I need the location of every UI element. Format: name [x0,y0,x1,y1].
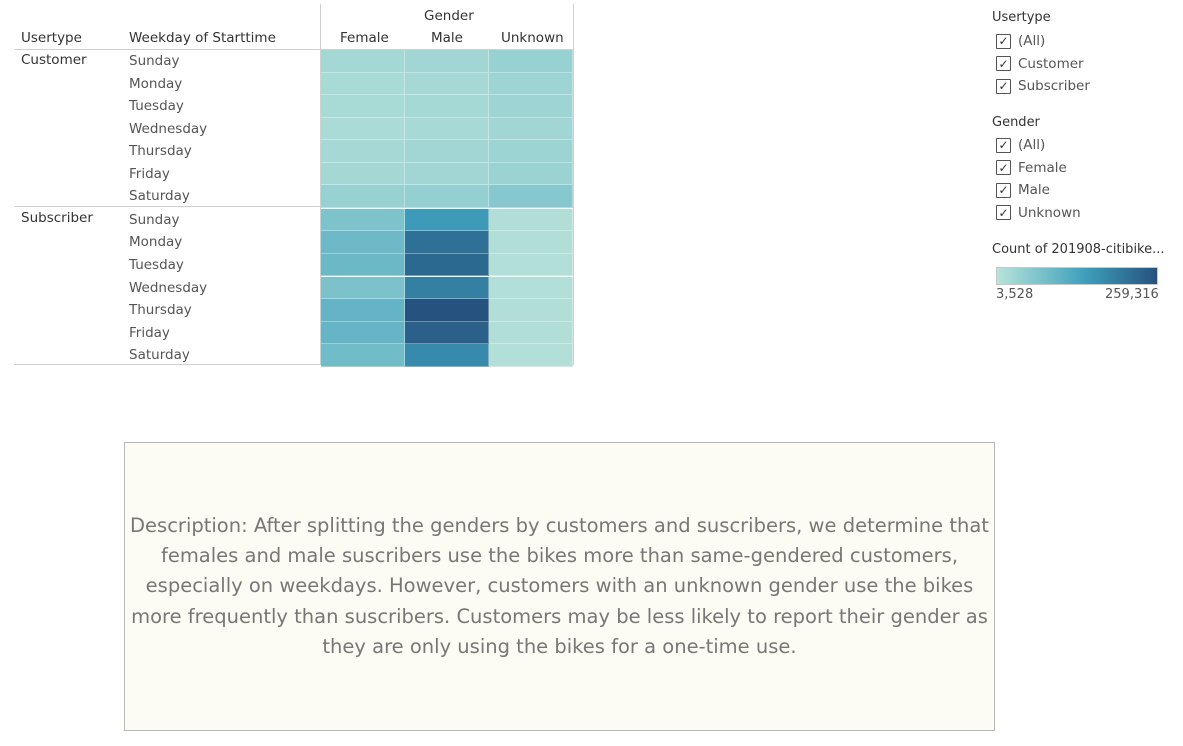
weekday-label-subscriber-monday: Monday [129,234,183,251]
heatmap-cell-subscriber-friday-female[interactable] [321,321,405,345]
weekday-label-subscriber-friday: Friday [129,324,170,341]
heatmap-cell-customer-saturday-female[interactable] [321,185,405,208]
weekday-label-customer-tuesday: Tuesday [129,98,184,115]
weekday-label-subscriber-thursday: Thursday [129,302,192,319]
filter-item-label: Male [1018,182,1050,198]
heatmap-cell-customer-saturday-unknown[interactable] [489,185,573,208]
checkbox-checked-icon[interactable]: ✓ [996,182,1011,198]
weekday-label-subscriber-wednesday: Wednesday [129,279,208,296]
weekday-label-subscriber-saturday: Saturday [129,347,190,364]
filter-usertype-subscriber[interactable]: ✓ Subscriber [996,77,1090,95]
heatmap-cell-customer-monday-female[interactable] [321,72,405,96]
heatmap-cell-subscriber-wednesday-unknown[interactable] [489,276,573,300]
checkbox-checked-icon[interactable]: ✓ [996,205,1011,220]
checkbox-checked-icon[interactable]: ✓ [996,78,1011,94]
filter-item-label: (All) [1018,137,1046,153]
grid-right-border [573,4,574,365]
heatmap-cell-customer-friday-female[interactable] [321,162,405,186]
weekday-column-header: Weekday of Starttime [129,30,276,46]
heatmap-cell-subscriber-thursday-female[interactable] [321,299,405,322]
checkbox-checked-icon[interactable]: ✓ [996,56,1011,71]
gender-unknown-header: Unknown [501,30,564,46]
heatmap-cell-customer-wednesday-female[interactable] [321,117,405,141]
weekday-label-customer-thursday: Thursday [129,143,192,160]
gender-male-header: Male [431,30,463,46]
weekday-label-subscriber-sunday: Sunday [129,211,180,228]
heatmap-cell-customer-friday-unknown[interactable] [489,162,573,186]
color-legend-title: Count of 201908-citibike... [992,242,1165,257]
heatmap-cell-subscriber-sunday-male[interactable] [405,208,489,232]
filter-gender-female[interactable]: ✓ Female [996,159,1067,177]
heatmap-cell-subscriber-tuesday-male[interactable] [405,253,489,277]
filter-gender-all[interactable]: ✓ (All) [996,136,1045,154]
heatmap-cell-subscriber-sunday-female[interactable] [321,208,405,232]
heatmap-cell-customer-thursday-female[interactable] [321,140,405,163]
group-divider [14,206,574,207]
heatmap-cell-subscriber-thursday-unknown[interactable] [489,299,573,322]
filter-item-label: Subscriber [1018,78,1090,94]
color-legend-min-label: 3,528 [996,287,1034,302]
grid-left-border [320,4,321,365]
description-box: Description: After splitting the genders… [124,442,995,731]
usertype-column-header: Usertype [21,30,82,46]
heatmap-cell-customer-wednesday-male[interactable] [405,117,489,141]
heatmap-cell-customer-wednesday-unknown[interactable] [489,117,573,141]
gender-header: Gender [424,8,474,24]
weekday-label-customer-friday: Friday [129,165,170,182]
heatmap-cell-subscriber-wednesday-male[interactable] [405,276,489,300]
heatmap-cell-customer-sunday-unknown[interactable] [489,50,573,73]
weekday-label-subscriber-tuesday: Tuesday [129,256,184,273]
heatmap-cell-customer-tuesday-male[interactable] [405,95,489,118]
heatmap-cell-customer-thursday-unknown[interactable] [489,140,573,163]
filter-item-label: Female [1018,159,1067,176]
heatmap-cell-customer-friday-male[interactable] [405,162,489,186]
heatmap-cell-subscriber-friday-unknown[interactable] [489,321,573,345]
gender-filter-title: Gender [992,115,1040,130]
header-divider [14,49,574,50]
description-text: Description: After splitting the genders… [130,513,989,658]
weekday-label-customer-sunday: Sunday [129,53,180,69]
filter-usertype-customer[interactable]: ✓ Customer [996,55,1084,73]
heatmap-cell-customer-sunday-male[interactable] [405,50,489,73]
heatmap-cell-customer-sunday-female[interactable] [321,50,405,73]
gender-female-header: Female [340,30,389,46]
heatmap-cell-customer-tuesday-female[interactable] [321,95,405,118]
weekday-label-customer-saturday: Saturday [129,188,190,205]
heatmap-cell-subscriber-monday-unknown[interactable] [489,231,573,254]
color-legend-max-label: 259,316 [1105,287,1159,302]
filter-gender-unknown[interactable]: ✓ Unknown [996,204,1081,222]
color-legend-gradient [996,267,1158,285]
heatmap-cell-subscriber-thursday-male[interactable] [405,299,489,322]
bottom-divider [14,364,574,365]
heatmap-cell-customer-monday-unknown[interactable] [489,72,573,96]
heatmap-cell-subscriber-saturday-female[interactable] [321,344,405,367]
heatmap-cell-customer-saturday-male[interactable] [405,185,489,208]
row-group-subscriber: Subscriber [21,210,93,226]
heatmap-cell-subscriber-tuesday-female[interactable] [321,253,405,277]
filter-item-label: Customer [1018,55,1084,72]
checkbox-checked-icon[interactable]: ✓ [996,137,1011,153]
heatmap-cell-subscriber-saturday-male[interactable] [405,344,489,367]
heatmap-cell-customer-tuesday-unknown[interactable] [489,95,573,118]
heatmap-cell-customer-monday-male[interactable] [405,72,489,96]
heatmap-cell-subscriber-tuesday-unknown[interactable] [489,253,573,277]
heatmap-cell-subscriber-sunday-unknown[interactable] [489,208,573,232]
heatmap-cell-customer-thursday-male[interactable] [405,140,489,163]
heatmap-cell-subscriber-monday-male[interactable] [405,231,489,254]
weekday-label-customer-monday: Monday [129,75,183,92]
filter-usertype-all[interactable]: ✓ (All) [996,32,1045,50]
filter-item-label: Unknown [1018,204,1081,221]
checkbox-checked-icon[interactable]: ✓ [996,33,1011,49]
heatmap-cell-subscriber-friday-male[interactable] [405,321,489,345]
filter-gender-male[interactable]: ✓ Male [996,181,1050,199]
filter-item-label: (All) [1018,33,1046,49]
usertype-filter-title: Usertype [992,10,1051,25]
weekday-label-customer-wednesday: Wednesday [129,120,208,137]
row-group-customer: Customer [21,52,87,68]
checkbox-checked-icon[interactable]: ✓ [996,160,1011,175]
heatmap-cell-subscriber-saturday-unknown[interactable] [489,344,573,367]
heatmap-cell-subscriber-wednesday-female[interactable] [321,276,405,300]
heatmap-cell-subscriber-monday-female[interactable] [321,231,405,254]
